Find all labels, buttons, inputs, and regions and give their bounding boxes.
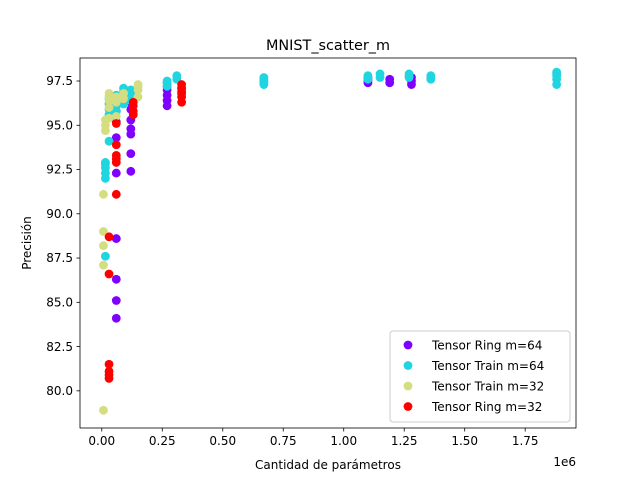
y-tick-label: 92.5 [46,163,73,177]
data-point [104,103,114,112]
data-point [111,189,121,199]
y-axis: 80.0 82.5 85.0 87.5 90.0 92.5 95.0 97.5 [46,74,80,398]
data-point [99,189,108,199]
y-tick-label: 95.0 [46,118,73,132]
data-point [404,69,414,79]
data-point [111,112,121,121]
data-point [99,260,108,270]
legend-entry: Tensor Train m=64 [431,359,544,373]
data-point [128,97,138,107]
y-axis-label: Precisión [20,216,34,270]
x-tick-label: 0.50 [209,434,236,448]
data-point [363,71,373,81]
y-tick-label: 85.0 [46,296,73,310]
data-point [126,166,136,176]
data-point [126,85,136,95]
data-point [104,269,114,279]
y-tick-label: 82.5 [46,340,73,354]
x-axis: 0.00 0.25 0.50 0.75 1.00 1.25 1.50 1.75 [88,428,539,448]
legend-marker [403,381,413,391]
legend-entry: Tensor Ring m=32 [431,400,542,414]
plot-area [99,67,562,415]
data-point [172,71,182,81]
y-tick-label: 90.0 [46,207,73,221]
x-tick-label: 1.00 [330,434,357,448]
axes-frame [79,57,577,429]
data-point [177,80,187,89]
data-point [111,168,121,178]
data-point [99,405,108,415]
data-point [101,251,110,261]
x-tick-label: 1.75 [512,434,539,448]
y-tick-label: 97.5 [46,74,73,88]
data-point [111,234,121,243]
legend-entry: Tensor Ring m=64 [431,338,542,352]
x-tick-label: 1.50 [451,434,478,448]
data-point [104,232,114,242]
x-tick-label: 1.25 [391,434,418,448]
chart-title: MNIST_scatter_m [266,38,390,54]
data-point [104,89,114,98]
data-point [259,73,269,82]
data-point [99,241,108,251]
data-point [162,76,172,86]
x-tick-label: 0.75 [270,434,297,448]
data-point [104,136,114,146]
data-point [133,80,143,89]
legend-entry: Tensor Train m=32 [431,379,544,393]
data-point [111,133,121,143]
series-3 [99,80,143,415]
x-tick-label: 0.25 [149,434,176,448]
legend-marker [403,340,413,350]
y-tick-label: 80.0 [46,384,73,398]
data-point [104,113,114,123]
series-4 [104,80,187,383]
data-point [552,67,562,77]
data-point [111,150,121,160]
y-tick-label: 87.5 [46,251,73,265]
data-point [111,274,121,284]
legend: Tensor Ring m=64 Tensor Train m=64 Tensor … [389,330,571,423]
x-axis-label: Cantidad de parámetros [255,458,401,472]
legend-marker [403,361,413,370]
data-point [111,119,121,128]
data-point [111,92,121,102]
data-point [375,69,385,79]
data-point [104,359,114,369]
data-point [101,158,110,167]
data-point [111,313,121,323]
data-point [426,71,436,81]
data-point [385,74,395,84]
data-point [111,296,121,305]
x-tick-label: 0.00 [88,434,115,448]
x-axis-offset-label: 1e6 [553,455,576,469]
data-point [104,366,114,376]
legend-marker [403,402,413,411]
data-point [119,89,128,98]
data-point [99,227,108,236]
data-point [126,149,136,158]
legend-frame [389,330,571,423]
data-point [126,124,136,134]
data-point [111,140,121,150]
